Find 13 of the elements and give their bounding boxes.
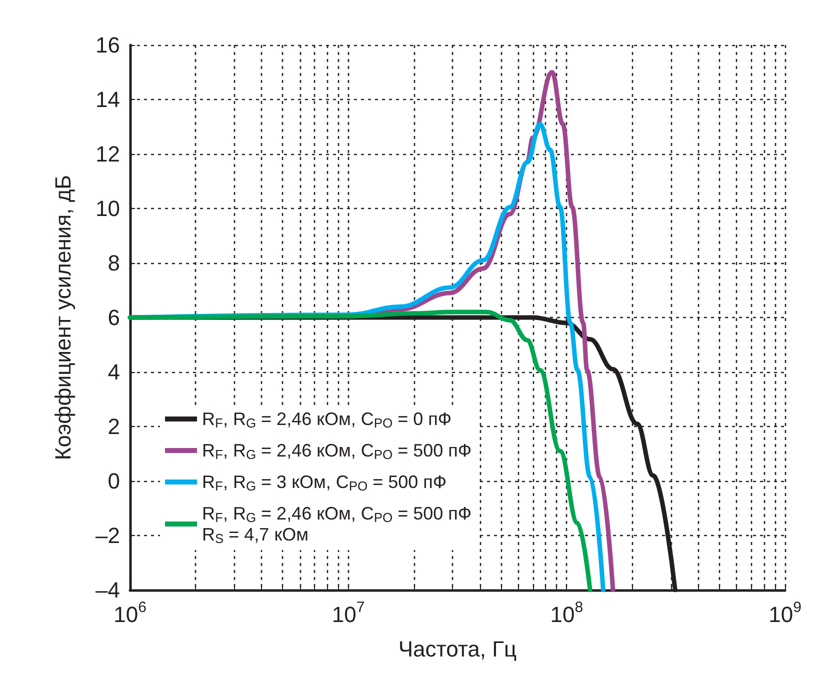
y-tick-label: 8 (108, 250, 120, 276)
y-tick-label: 14 (96, 87, 120, 112)
y-axis-title: Коэффициент усиления, дБ (50, 174, 76, 460)
y-tick-label: 10 (96, 196, 120, 221)
y-tick-label: 6 (108, 305, 120, 330)
y-tick-label: 4 (108, 360, 120, 384)
y-tick-label: 0 (108, 468, 120, 494)
y-tick-label: 16 (96, 32, 120, 58)
y-tick-label: –4 (96, 578, 120, 602)
y-tick-label: 12 (96, 142, 120, 166)
y-tick-label: –2 (96, 523, 120, 548)
x-axis-title: Частота, Гц (398, 636, 518, 662)
y-tick-label: 2 (108, 414, 120, 439)
